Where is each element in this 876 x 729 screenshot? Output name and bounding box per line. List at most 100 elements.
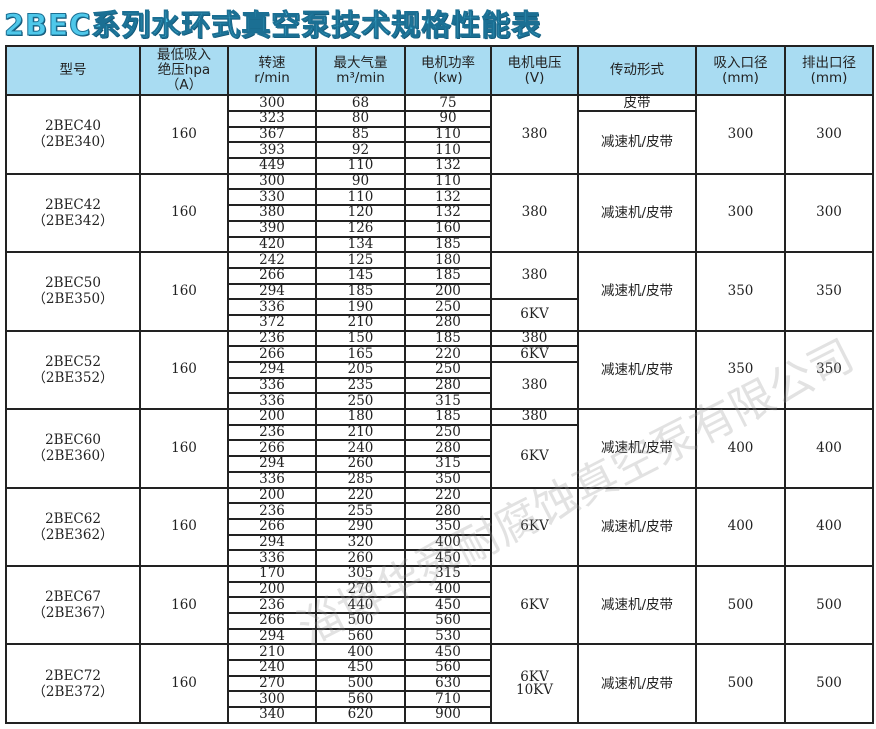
speed-cell: 170 <box>227 564 317 583</box>
column-header: 最大气量 m³/min <box>315 45 406 96</box>
motor-voltage-cell: 6KV <box>490 486 579 567</box>
outlet-diameter-cell: 350 <box>784 251 874 332</box>
speed-cell: 200 <box>227 580 317 599</box>
airflow-cell: 85 <box>315 125 406 144</box>
outlet-diameter-cell: 350 <box>784 329 874 411</box>
motor-power-cell: 185 <box>404 408 492 426</box>
airflow-cell: 400 <box>315 643 406 662</box>
speed-cell: 340 <box>227 706 317 724</box>
motor-power-cell: 900 <box>404 706 492 724</box>
motor-voltage-cell: 380 <box>490 360 579 411</box>
speed-cell: 242 <box>227 251 317 269</box>
table-row: 294 260 315 <box>6 455 873 473</box>
motor-power-cell: 185 <box>404 235 492 254</box>
speed-cell: 200 <box>227 486 317 505</box>
speed-cell: 236 <box>227 502 317 520</box>
model-cell: 2BEC60 （2BE360） <box>5 408 141 489</box>
speed-cell: 236 <box>227 423 317 442</box>
airflow-cell: 250 <box>315 392 406 411</box>
motor-power-cell: 710 <box>404 690 492 709</box>
airflow-cell: 210 <box>315 313 406 332</box>
airflow-cell: 185 <box>315 282 406 301</box>
table-row: 300 560 710 <box>6 690 873 709</box>
table-row: 266 290 350 <box>6 517 873 536</box>
speed-cell: 393 <box>227 141 317 160</box>
table-row: 236 210 250 6KV <box>6 423 873 489</box>
motor-power-cell: 220 <box>404 345 492 363</box>
min-pressure-cell: 160 <box>139 564 229 646</box>
column-header: 吸入口径 (mm) <box>695 45 786 96</box>
airflow-cell: 220 <box>315 486 406 505</box>
motor-power-cell: 280 <box>404 439 492 458</box>
motor-power-cell: 630 <box>404 674 492 693</box>
motor-voltage-cell: 6KV <box>490 564 579 646</box>
speed-cell: 266 <box>227 439 317 458</box>
table-row: 2BEC52 （2BE352） 160 236 150 185 380 减速机/皮带 350 35… <box>5 329 874 411</box>
motor-power-cell: 280 <box>404 502 492 520</box>
speed-cell: 372 <box>227 313 317 332</box>
motor-power-cell: 450 <box>404 549 492 567</box>
min-pressure-cell: 160 <box>139 329 229 411</box>
header-row: 型号 最低吸入 绝压hpa （A） 转速 r/min 最大气量 m³/min 电机功率 (kw) 电… <box>5 45 874 96</box>
motor-voltage-cell: 380 <box>490 94 579 175</box>
table-row: 393 92 110 <box>6 141 873 160</box>
model-cell: 2BEC40 （2BE340） <box>5 94 141 175</box>
speed-cell: 330 <box>227 188 317 207</box>
airflow-cell: 120 <box>315 204 406 222</box>
inlet-diameter-cell: 400 <box>695 486 786 567</box>
table-row: 2BEC62 （2BE362） 160 200 220 220 6KV 减速机/皮带 400 40… <box>5 486 874 567</box>
column-header: 传动形式 <box>577 45 697 96</box>
airflow-cell: 110 <box>315 188 406 207</box>
motor-voltage-cell: 6KV <box>490 298 579 332</box>
transmission-cell: 减速机/皮带 <box>577 172 697 254</box>
speed-cell: 336 <box>227 298 317 316</box>
airflow-cell: 210 <box>315 423 406 442</box>
min-pressure-cell: 160 <box>139 251 229 332</box>
transmission-cell: 减速机/皮带 <box>577 643 697 724</box>
motor-voltage-cell: 380 <box>490 172 579 254</box>
speed-cell: 266 <box>227 345 317 363</box>
inlet-diameter-cell: 350 <box>695 329 786 411</box>
airflow-cell: 500 <box>315 674 406 693</box>
table-row: 2BEC60 （2BE360） 160 200 180 185 380 减速机/皮带 400 40… <box>5 408 874 489</box>
min-pressure-cell: 160 <box>139 172 229 254</box>
airflow-cell: 145 <box>315 266 406 285</box>
airflow-cell: 68 <box>315 94 406 112</box>
airflow-cell: 320 <box>315 533 406 552</box>
outlet-diameter-cell: 500 <box>784 564 874 646</box>
airflow-cell: 305 <box>315 564 406 583</box>
transmission-cell: 减速机/皮带 <box>577 486 697 567</box>
inlet-diameter-cell: 300 <box>695 94 786 175</box>
motor-power-cell: 220 <box>404 486 492 505</box>
table-row: 2BEC72 （2BE372） 160 210 400 450 6KV 10KV 减速机/皮带 5… <box>5 643 874 724</box>
outlet-diameter-cell: 300 <box>784 94 874 175</box>
inlet-diameter-cell: 300 <box>695 172 786 254</box>
motor-power-cell: 400 <box>404 580 492 599</box>
motor-power-cell: 530 <box>404 627 492 646</box>
speed-cell: 266 <box>227 266 317 285</box>
motor-power-cell: 560 <box>404 612 492 630</box>
speed-cell: 266 <box>227 517 317 536</box>
speed-cell: 266 <box>227 612 317 630</box>
airflow-cell: 134 <box>315 235 406 254</box>
motor-power-cell: 75 <box>404 94 492 112</box>
speed-cell: 270 <box>227 674 317 693</box>
model-cell: 2BEC67 （2BE367） <box>5 564 141 646</box>
speed-cell: 390 <box>227 219 317 238</box>
motor-power-cell: 450 <box>404 596 492 614</box>
transmission-cell: 减速机/皮带 <box>577 408 697 489</box>
motor-power-cell: 400 <box>404 533 492 552</box>
airflow-cell: 190 <box>315 298 406 316</box>
airflow-cell: 270 <box>315 580 406 599</box>
table-row: 2BEC40 （2BE340） 160 300 68 75 380 皮带 300 300 <box>5 94 874 175</box>
column-header: 转速 r/min <box>227 45 317 96</box>
motor-power-cell: 315 <box>404 455 492 473</box>
table-row: 336 190 250 6KV <box>6 298 873 332</box>
motor-power-cell: 132 <box>404 157 492 175</box>
table-row: 2BEC42 （2BE342） 160 300 90 110 380 减速机/皮带 300 300 <box>5 172 874 254</box>
column-header: 电机电压 (V) <box>490 45 579 96</box>
airflow-cell: 290 <box>315 517 406 536</box>
min-pressure-cell: 160 <box>139 408 229 489</box>
table-row: 2BEC67 （2BE367） 160 170 305 315 6KV 减速机/皮带 500 50… <box>5 564 874 646</box>
model-cell: 2BEC72 （2BE372） <box>5 643 141 724</box>
